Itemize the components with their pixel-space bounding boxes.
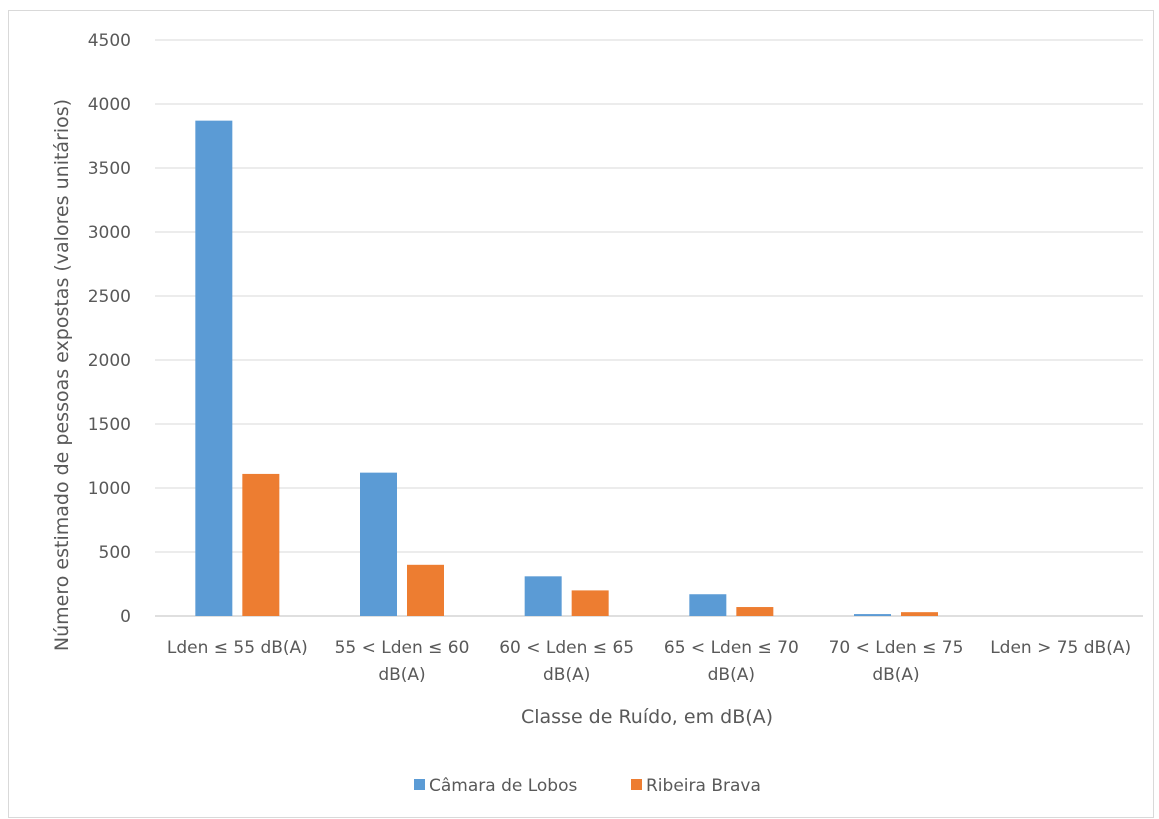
x-tick-label: 60 < Lden ≤ 65 — [499, 638, 634, 658]
x-tick-label: dB(A) — [543, 665, 590, 685]
x-tick-label: Lden ≤ 55 dB(A) — [167, 638, 308, 658]
bar-ribeira-brava — [242, 473, 280, 616]
y-tick-label: 2000 — [88, 351, 131, 371]
bar-camara-de-lobos — [360, 472, 397, 616]
y-tick-label: 4000 — [88, 95, 131, 115]
bar-ribeira-brava — [736, 607, 774, 616]
y-tick-label: 3000 — [88, 223, 131, 243]
y-axis-title: Número estimado de pessoas expostas (val… — [51, 99, 73, 651]
bars — [195, 120, 938, 616]
x-tick-label: Lden > 75 dB(A) — [990, 638, 1131, 658]
x-tick-label: dB(A) — [708, 665, 755, 685]
legend-swatch — [414, 779, 425, 790]
y-tick-label: 1500 — [88, 415, 131, 435]
bar-ribeira-brava — [407, 564, 444, 616]
y-tick-label: 4500 — [88, 31, 131, 51]
x-axis-ticks: Lden ≤ 55 dB(A) 55 < Lden ≤ 60 dB(A) 60 < L… — [167, 638, 1131, 685]
y-axis-ticks: 0 500 1000 1500 2000 2500 3000 3500 4000 4500 — [88, 31, 131, 627]
legend-label: Ribeira Brava — [646, 776, 761, 796]
bar-camara-de-lobos — [195, 120, 233, 616]
y-tick-label: 2500 — [88, 287, 131, 307]
x-tick-label: 70 < Lden ≤ 75 — [829, 638, 964, 658]
x-tick-label: dB(A) — [378, 665, 425, 685]
x-tick-label: 55 < Lden ≤ 60 — [335, 638, 470, 658]
bar-camara-de-lobos — [854, 614, 891, 616]
bar-ribeira-brava — [571, 590, 609, 616]
legend-label: Câmara de Lobos — [429, 776, 577, 796]
y-tick-label: 3500 — [88, 159, 131, 179]
gridlines — [155, 39, 1143, 617]
x-axis-title: Classe de Ruído, em dB(A) — [521, 706, 773, 728]
bar-camara-de-lobos — [689, 594, 727, 616]
x-tick-label: dB(A) — [872, 665, 919, 685]
bar-ribeira-brava — [901, 612, 938, 616]
legend-swatch — [631, 779, 642, 790]
legend: Câmara de Lobos Ribeira Brava — [414, 776, 761, 796]
y-tick-label: 1000 — [88, 479, 131, 499]
y-tick-label: 500 — [99, 543, 131, 563]
bar-camara-de-lobos — [524, 576, 562, 616]
x-tick-label: 65 < Lden ≤ 70 — [664, 638, 799, 658]
y-tick-label: 0 — [120, 607, 131, 627]
